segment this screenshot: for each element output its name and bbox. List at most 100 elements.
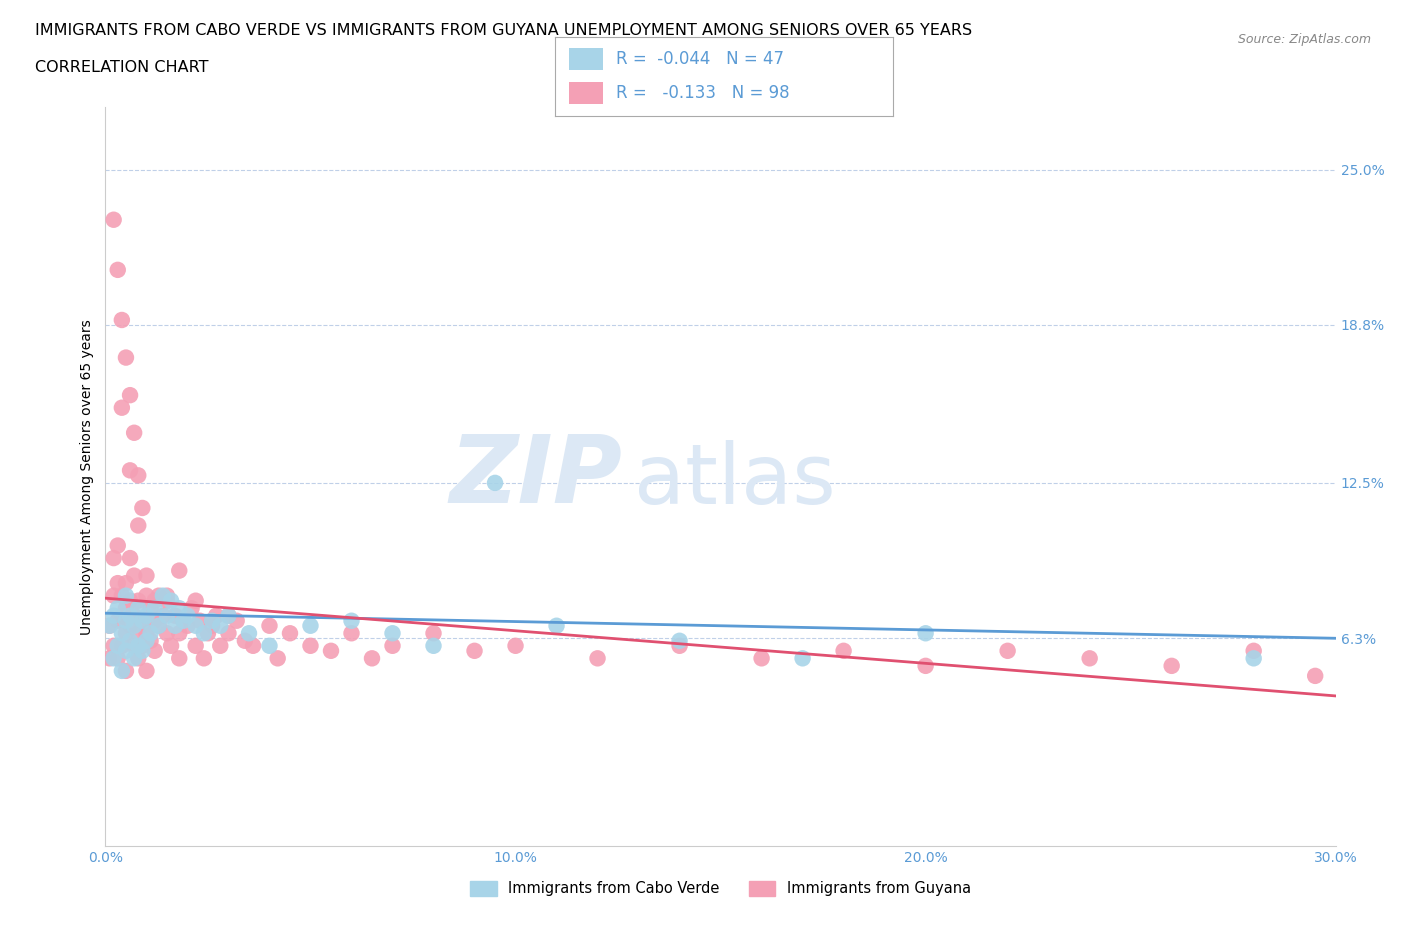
Point: [484, 475, 506, 490]
Point: [127, 651, 149, 666]
Point: [1078, 651, 1101, 666]
Point: [107, 576, 129, 591]
Point: [127, 593, 149, 608]
Bar: [569, 82, 603, 104]
Point: [201, 613, 224, 628]
Point: [111, 608, 134, 623]
Point: [107, 262, 129, 277]
Point: [205, 608, 228, 623]
Point: [115, 644, 138, 658]
Point: [156, 593, 179, 608]
Point: [172, 613, 194, 628]
Point: [103, 551, 125, 565]
Point: [111, 400, 134, 415]
Point: [299, 638, 322, 653]
Point: [152, 608, 174, 623]
Text: R =  -0.044   N = 47: R = -0.044 N = 47: [616, 50, 785, 68]
Point: [997, 644, 1019, 658]
Point: [103, 589, 125, 604]
Point: [238, 626, 260, 641]
Point: [120, 463, 141, 478]
Point: [135, 589, 157, 604]
Point: [422, 638, 444, 653]
Point: [218, 608, 240, 623]
Point: [165, 608, 187, 623]
Point: [160, 638, 183, 653]
Point: [120, 551, 141, 565]
Point: [111, 663, 134, 678]
Point: [131, 500, 153, 515]
Point: [152, 589, 174, 604]
Point: [143, 601, 166, 616]
Point: [139, 633, 162, 648]
Point: [319, 644, 342, 658]
Point: [122, 568, 145, 583]
Point: [188, 613, 211, 628]
Point: [914, 658, 936, 673]
Point: [914, 626, 936, 641]
Point: [267, 651, 290, 666]
Point: [180, 601, 202, 616]
Point: [148, 618, 170, 633]
Point: [193, 651, 215, 666]
Point: [135, 626, 157, 641]
Point: [107, 638, 129, 653]
Point: [505, 638, 527, 653]
Point: [120, 633, 141, 648]
Point: [115, 601, 138, 616]
Point: [115, 613, 138, 628]
Point: [131, 638, 153, 653]
Point: [668, 633, 690, 648]
Text: atlas: atlas: [634, 440, 837, 521]
Point: [172, 613, 194, 628]
Point: [160, 593, 183, 608]
Point: [127, 626, 149, 641]
Point: [381, 638, 404, 653]
Point: [122, 638, 145, 653]
Y-axis label: Unemployment Among Seniors over 65 years: Unemployment Among Seniors over 65 years: [80, 319, 94, 634]
Point: [135, 663, 157, 678]
Point: [103, 638, 125, 653]
Point: [120, 608, 141, 623]
Point: [148, 589, 170, 604]
Point: [143, 613, 166, 628]
Point: [103, 651, 125, 666]
Point: [103, 608, 125, 623]
Point: [131, 613, 153, 628]
Point: [156, 626, 179, 641]
Point: [209, 618, 232, 633]
Text: Source: ZipAtlas.com: Source: ZipAtlas.com: [1237, 33, 1371, 46]
Point: [278, 626, 301, 641]
Point: [340, 626, 363, 641]
Point: [107, 651, 129, 666]
Point: [127, 601, 149, 616]
Legend: Immigrants from Cabo Verde, Immigrants from Guyana: Immigrants from Cabo Verde, Immigrants f…: [464, 875, 977, 902]
Point: [120, 618, 141, 633]
Point: [135, 608, 157, 623]
Point: [115, 626, 138, 641]
Point: [201, 613, 224, 628]
Text: CORRELATION CHART: CORRELATION CHART: [35, 60, 208, 75]
Point: [111, 589, 134, 604]
Point: [111, 626, 134, 641]
Point: [1303, 669, 1326, 684]
Point: [131, 644, 153, 658]
Point: [242, 638, 264, 653]
Point: [111, 312, 134, 327]
Point: [120, 388, 141, 403]
Point: [233, 633, 256, 648]
Point: [127, 638, 149, 653]
Text: R =   -0.133   N = 98: R = -0.133 N = 98: [616, 85, 790, 102]
Point: [169, 651, 191, 666]
Point: [1160, 658, 1182, 673]
Point: [156, 589, 179, 604]
Point: [127, 518, 149, 533]
Point: [135, 633, 157, 648]
Point: [120, 593, 141, 608]
Point: [115, 663, 138, 678]
Point: [218, 626, 240, 641]
Point: [169, 564, 191, 578]
Point: [103, 212, 125, 227]
Point: [115, 576, 138, 591]
Point: [165, 618, 187, 633]
